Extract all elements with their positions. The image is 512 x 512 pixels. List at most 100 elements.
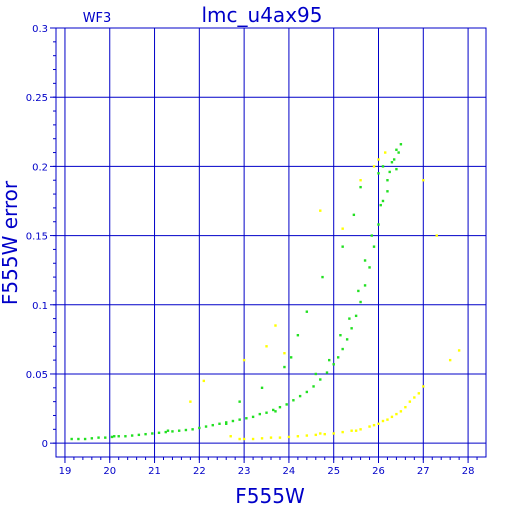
green-point [211, 423, 214, 427]
green-point [191, 428, 194, 431]
green-point [359, 185, 362, 189]
green-point [381, 165, 385, 168]
yellow-point [278, 436, 282, 439]
green-point [251, 415, 255, 419]
green-point [283, 365, 286, 369]
yellow-point [381, 419, 385, 423]
chart-title: lmc_u4ax95 [202, 3, 323, 27]
y-tick-label: 0 [42, 439, 48, 450]
green-point [305, 390, 309, 394]
grid [56, 27, 486, 457]
green-point [97, 436, 100, 439]
yellow-point [341, 430, 344, 434]
x-tick-label: 28 [462, 466, 475, 477]
x-tick-label: 24 [283, 466, 296, 477]
green-point [83, 437, 87, 441]
yellow-point [332, 432, 335, 435]
green-point [137, 433, 141, 437]
green-point [354, 314, 358, 318]
yellow-point [296, 435, 300, 438]
green-point [395, 148, 398, 151]
y-tick-label: 0.1 [32, 301, 48, 312]
green-point [272, 408, 275, 412]
y-tick-label: 0.3 [32, 24, 48, 35]
plot-frame [55, 27, 487, 458]
green-point [350, 327, 353, 330]
yellow-point [274, 324, 277, 327]
x-tick-label: 25 [327, 466, 340, 477]
yellow-point [319, 209, 322, 212]
green-point [296, 334, 300, 337]
yellow-point [319, 432, 322, 435]
green-point [258, 412, 262, 416]
green-point [377, 172, 380, 175]
green-point [377, 223, 380, 226]
green-point [332, 363, 335, 366]
green-point [144, 432, 147, 436]
x-tick-label: 21 [148, 466, 161, 477]
yellow-point [408, 400, 412, 403]
green-point [204, 425, 208, 428]
green-point [363, 284, 367, 287]
yellow-point [202, 379, 206, 383]
green-point [245, 417, 248, 420]
y-tick-label: 0.05 [26, 370, 48, 381]
green-point [388, 170, 391, 174]
y-tick-label: 0.25 [26, 93, 48, 104]
green-point [260, 386, 264, 390]
green-point [130, 434, 134, 437]
green-point [379, 203, 382, 207]
green-point [392, 158, 396, 161]
y-tick-label: 0.2 [32, 162, 48, 173]
green-point [386, 179, 389, 182]
yellow-point [359, 179, 362, 182]
yellow-point [372, 165, 376, 168]
axes: 19 20 21 22 23 24 25 26 27 28 0 0.05 0.1 0.15 0.2 0.25 0… [26, 24, 487, 477]
yellow-point [377, 158, 380, 161]
green-point [164, 430, 167, 434]
x-tick-label: 23 [238, 466, 251, 477]
yellow-point [251, 437, 255, 441]
green-point [231, 419, 235, 423]
green-point [117, 435, 120, 438]
yellow-point [314, 433, 317, 437]
yellow-point [386, 418, 389, 421]
green-point [339, 334, 342, 337]
yellow-point [354, 429, 358, 432]
green-point [341, 245, 344, 248]
green-point [285, 403, 288, 406]
green-point [198, 426, 201, 430]
green-point [225, 422, 228, 425]
yellow-point [422, 179, 425, 182]
yellow-point [448, 358, 452, 362]
yellow-point [435, 234, 438, 237]
x-tick-label: 22 [193, 466, 206, 477]
y-tick-label: 0.15 [26, 232, 48, 243]
x-tick-label: 26 [372, 466, 385, 477]
x-tick-label: 20 [103, 466, 116, 477]
green-point [348, 317, 351, 320]
yellow-point [390, 415, 394, 419]
green-point [395, 167, 398, 171]
yellow-point [377, 422, 380, 425]
yellow-point [260, 437, 264, 440]
green-point [218, 422, 221, 425]
yellow-point [242, 437, 246, 441]
green-point [70, 437, 73, 441]
yellow-point [372, 423, 376, 427]
green-point [225, 421, 228, 424]
green-point [104, 436, 107, 439]
green-point [319, 378, 322, 381]
yellow-point [399, 410, 403, 413]
green-point [278, 405, 282, 409]
green-point [399, 143, 403, 146]
green-point [166, 429, 170, 432]
yellow-point [417, 392, 421, 395]
green-point [171, 430, 174, 433]
green-point [274, 410, 277, 413]
green-point [177, 429, 181, 432]
green-point [357, 289, 360, 293]
yellow-point [229, 435, 232, 438]
green-point [386, 190, 389, 193]
